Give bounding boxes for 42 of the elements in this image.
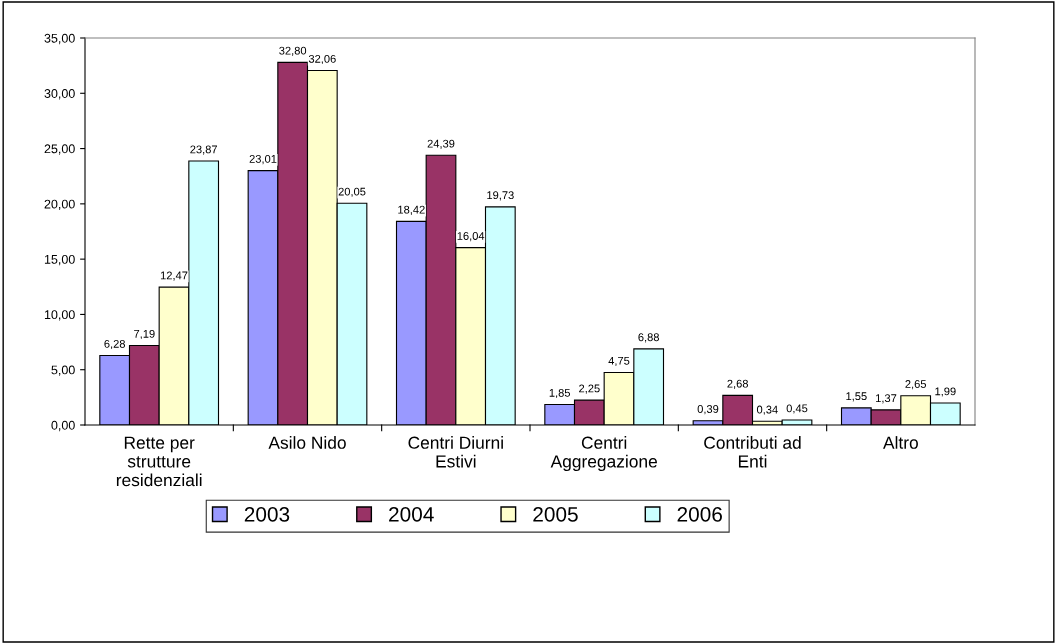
data-label: 18,42 xyxy=(398,205,425,215)
data-label: 2,65 xyxy=(905,380,927,390)
legend-label: 2006 xyxy=(677,507,722,522)
x-tick-label: Centri Diurni Estivi xyxy=(408,436,503,468)
y-tick-label: 15,00 xyxy=(44,254,75,266)
data-label: 23,01 xyxy=(249,154,277,165)
x-tick-label: Altro xyxy=(883,436,918,449)
y-tick-label: 25,00 xyxy=(44,144,75,155)
data-label: 24,39 xyxy=(427,139,455,149)
data-label: 6,28 xyxy=(104,339,125,350)
legend-label: 2004 xyxy=(389,507,434,522)
data-label: 0,34 xyxy=(756,405,778,415)
data-label: 1,99 xyxy=(935,387,956,397)
y-tick-label: 0,00 xyxy=(51,420,75,432)
x-tick-label: Rette per strutture residenziali xyxy=(116,436,202,487)
data-label: 1,37 xyxy=(876,394,897,404)
data-label: 32,80 xyxy=(279,46,307,56)
data-label: 32,06 xyxy=(308,54,336,65)
data-label: 16,04 xyxy=(457,232,485,242)
data-label: 2,25 xyxy=(579,384,600,394)
data-label: 7,19 xyxy=(134,329,155,340)
data-label: 1,85 xyxy=(549,388,571,399)
data-label: 4,75 xyxy=(608,356,630,367)
y-tick-label: 10,00 xyxy=(44,310,75,321)
y-tick-label: 30,00 xyxy=(44,89,75,100)
y-tick-label: 5,00 xyxy=(51,365,75,376)
x-tick-label: Centri Aggregazione xyxy=(550,436,657,471)
data-label: 6,88 xyxy=(638,333,659,343)
data-label: 2,68 xyxy=(727,379,748,389)
data-label: 1,55 xyxy=(846,392,867,402)
data-label: 20,05 xyxy=(338,187,366,197)
y-tick-label: 35,00 xyxy=(44,33,75,45)
data-label: 23,87 xyxy=(190,145,218,155)
x-tick-label: Asilo Nido xyxy=(268,436,346,449)
data-label: 0,45 xyxy=(786,404,808,414)
y-tick-label: 20,00 xyxy=(44,199,75,210)
data-label: 19,73 xyxy=(487,191,514,201)
legend-label: 2003 xyxy=(244,507,290,522)
data-label: 12,47 xyxy=(160,271,188,281)
legend-label: 2005 xyxy=(533,507,578,522)
data-label: 0,39 xyxy=(697,405,719,415)
x-tick-label: Contributi ad Enti xyxy=(704,436,801,468)
